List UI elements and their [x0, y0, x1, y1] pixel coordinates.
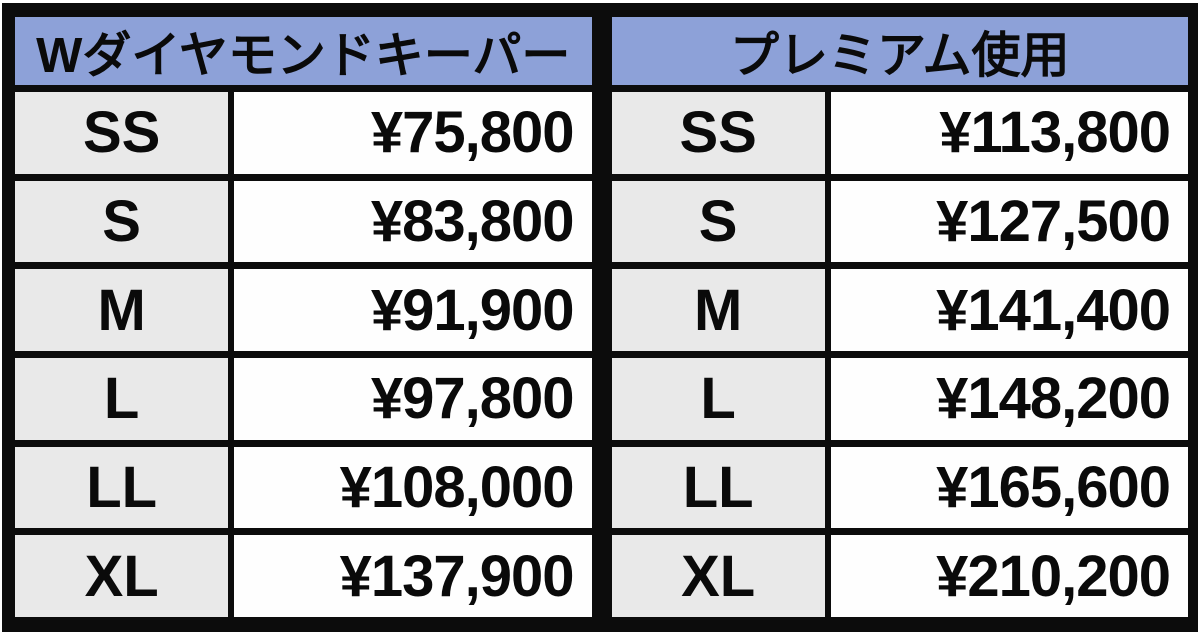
price-cell-l: ¥148,200 [830, 357, 1188, 440]
size-cell-xl: XL [15, 535, 229, 617]
table-w-diamond-keeper: Wダイヤモンドキーパー SS ¥75,800 S ¥83,800 M ¥91,9… [15, 17, 592, 617]
size-cell-xl: XL [611, 535, 825, 617]
size-cell-s: S [15, 180, 229, 263]
size-cell-m: M [611, 269, 825, 351]
price-cell-ll: ¥108,000 [234, 446, 592, 529]
table-header-w-diamond-keeper: Wダイヤモンドキーパー [15, 17, 592, 85]
size-cell-ss: SS [15, 92, 229, 174]
price-cell-xl: ¥137,900 [234, 535, 592, 617]
price-cell-m: ¥141,400 [830, 269, 1188, 351]
size-cell-l: L [15, 357, 229, 440]
size-cell-ll: LL [611, 446, 825, 529]
price-cell-ll: ¥165,600 [830, 446, 1188, 529]
price-cell-s: ¥127,500 [830, 180, 1188, 263]
table-premium: プレミアム使用 SS ¥113,800 S ¥127,500 M ¥141,40… [611, 17, 1188, 617]
price-cell-xl: ¥210,200 [830, 535, 1188, 617]
price-cell-l: ¥97,800 [234, 357, 592, 440]
price-cell-ss: ¥75,800 [234, 92, 592, 174]
price-cell-s: ¥83,800 [234, 180, 592, 263]
price-cell-ss: ¥113,800 [830, 92, 1188, 174]
size-cell-ss: SS [611, 92, 825, 174]
size-cell-l: L [611, 357, 825, 440]
price-table-frame: Wダイヤモンドキーパー SS ¥75,800 S ¥83,800 M ¥91,9… [2, 3, 1198, 632]
size-cell-m: M [15, 269, 229, 351]
price-cell-m: ¥91,900 [234, 269, 592, 351]
size-cell-s: S [611, 180, 825, 263]
size-cell-ll: LL [15, 446, 229, 529]
table-header-premium: プレミアム使用 [611, 17, 1188, 85]
